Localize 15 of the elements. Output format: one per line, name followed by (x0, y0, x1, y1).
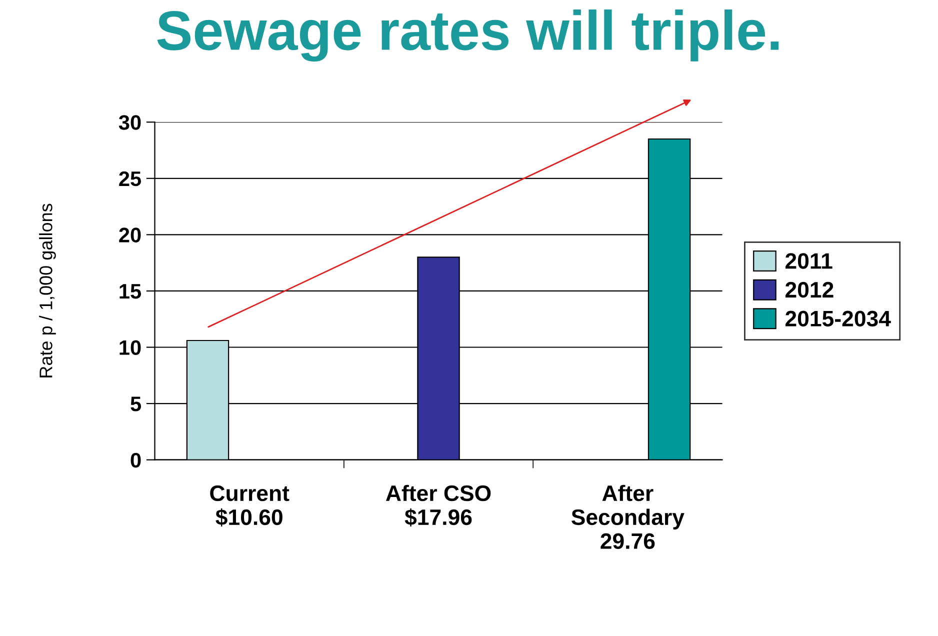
y-axis-title: Rate p / 1,000 gallons (39, 204, 56, 378)
y-tick-label: 25 (119, 171, 141, 186)
chart-title: Sewage rates will triple. (157, 10, 779, 62)
y-tick-label: 5 (130, 396, 141, 412)
y-tick-label: 0 (130, 452, 141, 468)
y-tick-label: 30 (118, 115, 141, 130)
legend-label: 2015-2034 (785, 310, 891, 327)
x-tick-label: Current $10.60 (210, 485, 290, 527)
y-tick-label: 20 (119, 228, 141, 242)
legend-label: 2012 (785, 282, 834, 298)
y-tick-label: 15 (120, 284, 141, 299)
x-tick-label: After CSO $17.96 (386, 484, 491, 527)
legend-label: 2011 (785, 253, 832, 269)
y-tick-label: 10 (120, 340, 141, 356)
x-tick-label: After Secondary 29.76 (572, 484, 684, 550)
